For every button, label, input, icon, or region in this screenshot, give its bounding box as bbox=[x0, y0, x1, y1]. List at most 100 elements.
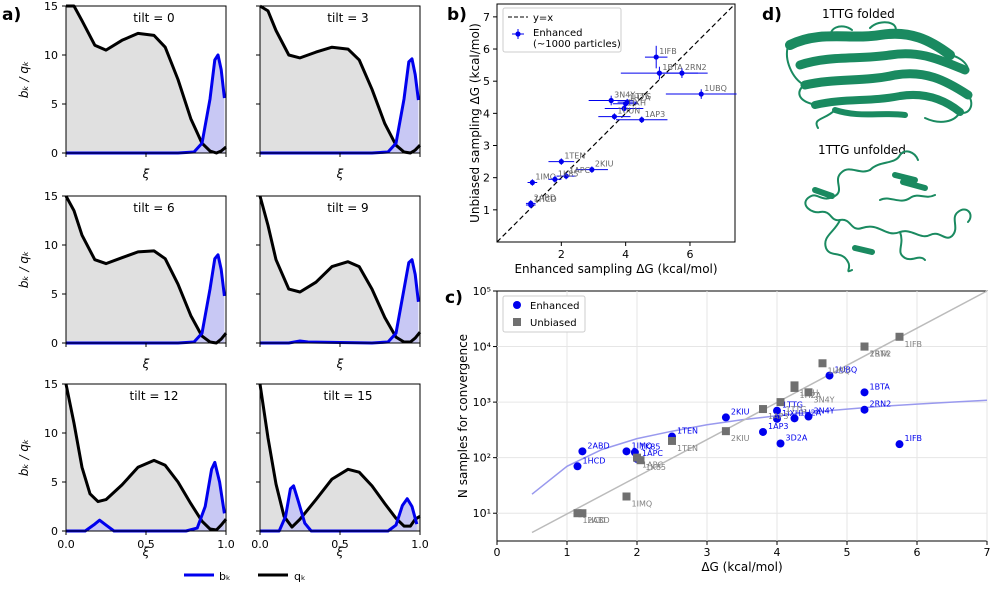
y-tick-label: 1 bbox=[483, 204, 490, 217]
x-tick-label: 4 bbox=[774, 546, 781, 559]
unbiased-point: 1TTG bbox=[776, 398, 806, 414]
plot-frame bbox=[496, 290, 988, 542]
point-label: 2RN2 bbox=[685, 63, 707, 72]
q-line bbox=[258, 383, 421, 529]
tilt-subplot: tilt = 15 ξ 0.0 0.5 1.0 bbox=[251, 383, 429, 559]
x-tick-label: 7 bbox=[984, 546, 991, 559]
point-label: 1IFB bbox=[905, 340, 923, 349]
point-marker bbox=[622, 447, 631, 456]
enhanced-point: 1UBQ bbox=[825, 366, 858, 380]
point-label: 2KIU bbox=[731, 434, 750, 443]
x-tick-label: 2 bbox=[558, 248, 565, 261]
y-tick-label: 5 bbox=[483, 75, 490, 88]
tilt-subplot: tilt = 9 ξ bbox=[256, 195, 422, 371]
point-label: 1HCD bbox=[583, 456, 606, 465]
point-label: 2KIU bbox=[595, 160, 614, 169]
x-axis-label: ξ bbox=[142, 167, 150, 181]
x-tick-label: 0.0 bbox=[57, 538, 75, 551]
point-label: 2ABD bbox=[587, 441, 609, 450]
panel-a-legend: bₖ qₖ bbox=[184, 570, 306, 583]
x-tick-label: 1 bbox=[564, 546, 571, 559]
tilt-subplot: tilt = 0 0 5 10 15 bₖ / qₖ ξ bbox=[17, 0, 227, 181]
point-marker bbox=[759, 427, 767, 436]
point-marker bbox=[552, 176, 558, 182]
folded-protein-illustration bbox=[785, 21, 973, 129]
point-label: 2KIU bbox=[731, 407, 750, 416]
y-tick-label: 10 bbox=[44, 239, 58, 252]
point-marker bbox=[721, 413, 730, 422]
enhanced-point: 1TTG bbox=[773, 401, 803, 415]
point-label: 1H2A bbox=[800, 408, 822, 417]
point-marker bbox=[558, 158, 564, 165]
x-tick-label: 2 bbox=[634, 546, 641, 559]
enhanced-point: 1IFB bbox=[895, 434, 922, 449]
y-tick-label: 0 bbox=[51, 525, 58, 538]
x-tick-label: 5 bbox=[844, 546, 851, 559]
point-marker bbox=[776, 398, 785, 407]
point-marker bbox=[653, 54, 659, 60]
enhanced-point: 3D2A bbox=[776, 433, 808, 448]
x-tick-label: 1.0 bbox=[217, 538, 235, 551]
point-label: 1IXH bbox=[627, 99, 646, 108]
b-area bbox=[66, 55, 225, 153]
x-tick-label: 6 bbox=[686, 248, 693, 261]
panel-d-label: d) bbox=[762, 5, 782, 25]
point-marker bbox=[860, 342, 869, 351]
enhanced-point: 1BTA bbox=[860, 382, 890, 397]
unfolded-label: 1TTG unfolded bbox=[818, 143, 906, 157]
y-tick-label: 5 bbox=[51, 98, 58, 111]
q-line bbox=[66, 4, 227, 155]
q-area bbox=[66, 196, 226, 343]
tilt-label: tilt = 12 bbox=[129, 389, 178, 403]
b-line bbox=[260, 484, 419, 533]
x-axis-label: Enhanced sampling ΔG (kcal/mol) bbox=[514, 262, 717, 276]
tilt-subplot: tilt = 3 ξ bbox=[256, 4, 422, 181]
legend-unbiased-swatch bbox=[513, 318, 521, 326]
point-marker bbox=[608, 97, 614, 104]
point-marker bbox=[790, 381, 799, 390]
enhanced-point: 1IXH bbox=[773, 409, 801, 423]
point-marker bbox=[804, 388, 813, 397]
point-label: 1TTG bbox=[630, 92, 651, 101]
tilt-label: tilt = 9 bbox=[327, 201, 368, 215]
legend: y=x Enhanced(~1000 particles) bbox=[502, 7, 622, 53]
x-tick-label: 6 bbox=[914, 546, 921, 559]
enhanced-point: 2ABD bbox=[578, 441, 610, 456]
x-axis-label: ΔG (kcal/mol) bbox=[701, 560, 782, 574]
point-label: 1IXH bbox=[782, 409, 801, 418]
point-label: 1IMQ bbox=[632, 441, 653, 450]
b-area bbox=[260, 58, 419, 153]
data-point: 2RN2 bbox=[656, 63, 708, 78]
point-marker bbox=[578, 509, 587, 518]
y-tick-label: 10² bbox=[473, 452, 491, 465]
x-tick-label: 0.5 bbox=[331, 538, 349, 551]
point-marker bbox=[573, 509, 582, 518]
data-point: 1IMQ bbox=[527, 173, 556, 186]
point-label: 1AP3 bbox=[768, 422, 788, 431]
y-tick-label: 6 bbox=[483, 43, 490, 56]
point-label: 1UBQ bbox=[835, 366, 858, 375]
enhanced-point: 1H2A bbox=[790, 408, 822, 423]
q-area bbox=[260, 196, 420, 343]
y-tick-label: 10 bbox=[44, 49, 58, 62]
data-point: 2ABD bbox=[525, 193, 556, 207]
point-marker bbox=[818, 359, 827, 368]
data-point: 1IFB bbox=[644, 45, 677, 69]
y-axis-label: Unbiased sampling ΔG (kcal/mol) bbox=[468, 23, 482, 223]
legend-enhanced-swatch bbox=[513, 301, 521, 309]
legend-point-text: Enhanced bbox=[533, 28, 582, 39]
fit-line bbox=[531, 399, 988, 495]
point-marker bbox=[668, 436, 676, 445]
point-label: 2RN2 bbox=[870, 350, 892, 359]
enhanced-point: 2RN2 bbox=[860, 400, 891, 414]
point-label: 1K85 bbox=[558, 169, 579, 178]
data-point: 2KIU bbox=[575, 160, 614, 173]
point-label: 3N4Y bbox=[814, 395, 835, 404]
point-marker bbox=[639, 117, 645, 123]
y-tick-label: 2 bbox=[483, 172, 490, 185]
unbiased-point: 2KIU bbox=[721, 427, 750, 443]
y-tick-label: 5 bbox=[51, 288, 58, 301]
point-label: 1IFB bbox=[659, 47, 677, 56]
y-tick-label: 5 bbox=[51, 476, 58, 489]
